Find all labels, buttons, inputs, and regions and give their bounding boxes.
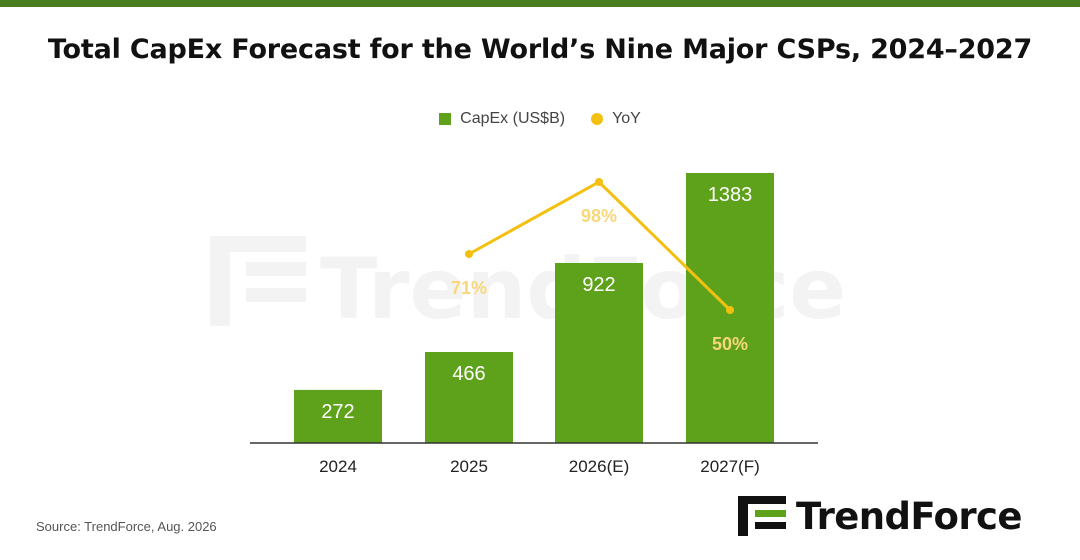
x-tick-label: 2024: [319, 457, 357, 476]
bar-value-label: 922: [582, 274, 615, 296]
bar-value-label: 272: [321, 401, 354, 423]
x-tick-label: 2027(F): [700, 457, 760, 476]
yoy-value-label: 71%: [451, 278, 487, 298]
x-axis-tick-labels: 2024 2025 2026(E) 2027(F): [319, 457, 760, 476]
legend-item-capex: CapEx (US$B): [439, 110, 565, 128]
line-series-yoy: 71% 98% 50%: [451, 178, 748, 354]
trendforce-logo: TrendForce: [738, 494, 1022, 538]
yoy-point: [465, 250, 473, 258]
legend-swatch-yoy: [591, 113, 604, 125]
x-tick-label: 2026(E): [569, 457, 629, 476]
bar-2025: [425, 352, 513, 443]
bar-series-capex: 272 466 922 1383: [294, 173, 774, 443]
yoy-point: [595, 178, 603, 186]
source-note: Source: TrendForce, Aug. 2026: [36, 519, 217, 534]
yoy-point: [726, 306, 734, 314]
bar-value-label: 466: [452, 363, 485, 385]
yoy-value-label: 50%: [712, 334, 748, 354]
chart-legend: CapEx (US$B) YoY: [0, 110, 1080, 128]
top-accent-bar: [0, 0, 1080, 7]
bar-value-label: 1383: [708, 184, 753, 206]
yoy-value-label: 98%: [581, 206, 617, 226]
x-tick-label: 2025: [450, 457, 488, 476]
bar-2026(E): [555, 263, 643, 443]
bar-2024: [294, 389, 382, 443]
trendforce-logo-text: TrendForce: [796, 494, 1022, 538]
legend-label-yoy: YoY: [612, 110, 641, 127]
chart-title: Total CapEx Forecast for the World’s Nin…: [47, 34, 1033, 65]
trendforce-logo-icon: [738, 496, 786, 536]
legend-label-capex: CapEx (US$B): [460, 110, 566, 127]
legend-item-yoy: YoY: [591, 110, 641, 128]
legend-swatch-capex: [439, 113, 452, 125]
